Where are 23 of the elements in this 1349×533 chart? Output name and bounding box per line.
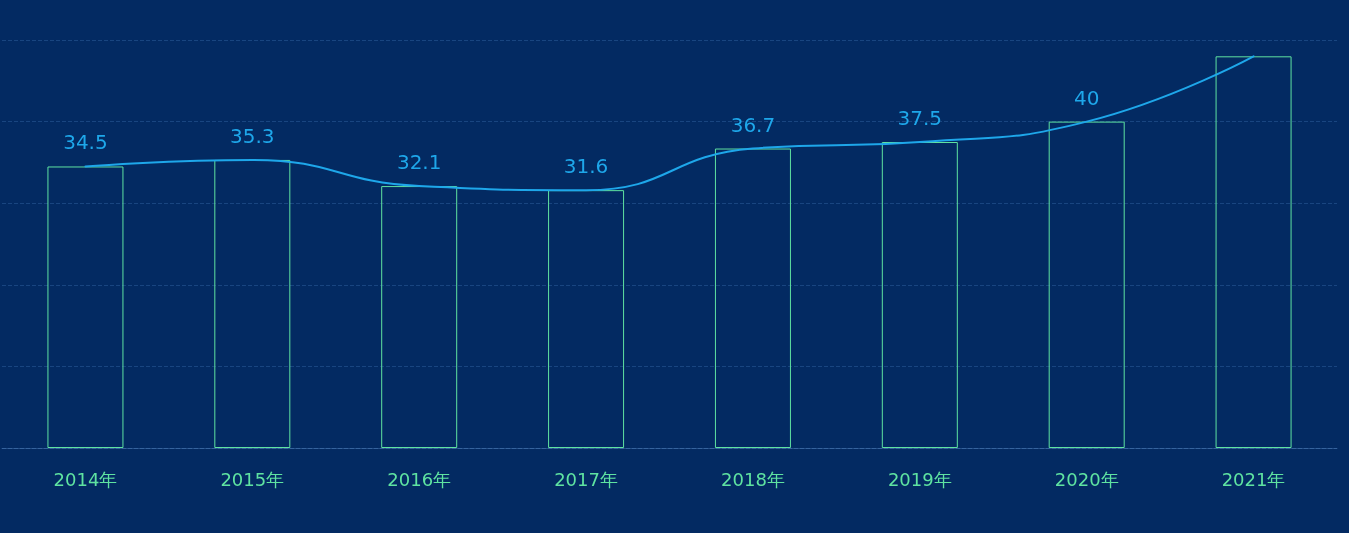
bar <box>1048 121 1125 448</box>
data-label: 35.3 <box>230 123 275 148</box>
data-label: 34.5 <box>63 130 108 155</box>
bar <box>381 186 458 448</box>
bar <box>881 142 958 448</box>
x-tick-label: 2018年 <box>721 468 785 490</box>
x-tick-label: 2015年 <box>220 468 285 490</box>
x-tick-label: 2016年 <box>387 468 452 490</box>
data-label: 32.1 <box>396 150 442 175</box>
bar <box>714 148 791 448</box>
bar <box>47 166 124 448</box>
x-tick-label: 2021年 <box>1221 468 1286 490</box>
x-tick-label: 2020年 <box>1054 468 1119 490</box>
x-tick-label: 2014年 <box>53 468 118 490</box>
x-tick-label: 2019年 <box>887 468 952 490</box>
data-label: 37.5 <box>897 106 943 130</box>
bar <box>1215 56 1292 448</box>
x-tick-label: 2017年 <box>554 468 618 490</box>
bar <box>548 190 625 448</box>
bar <box>214 159 291 448</box>
data-label: 40 <box>1073 85 1100 110</box>
data-label: 36.7 <box>730 112 776 137</box>
data-label: 31.6 <box>563 154 609 179</box>
